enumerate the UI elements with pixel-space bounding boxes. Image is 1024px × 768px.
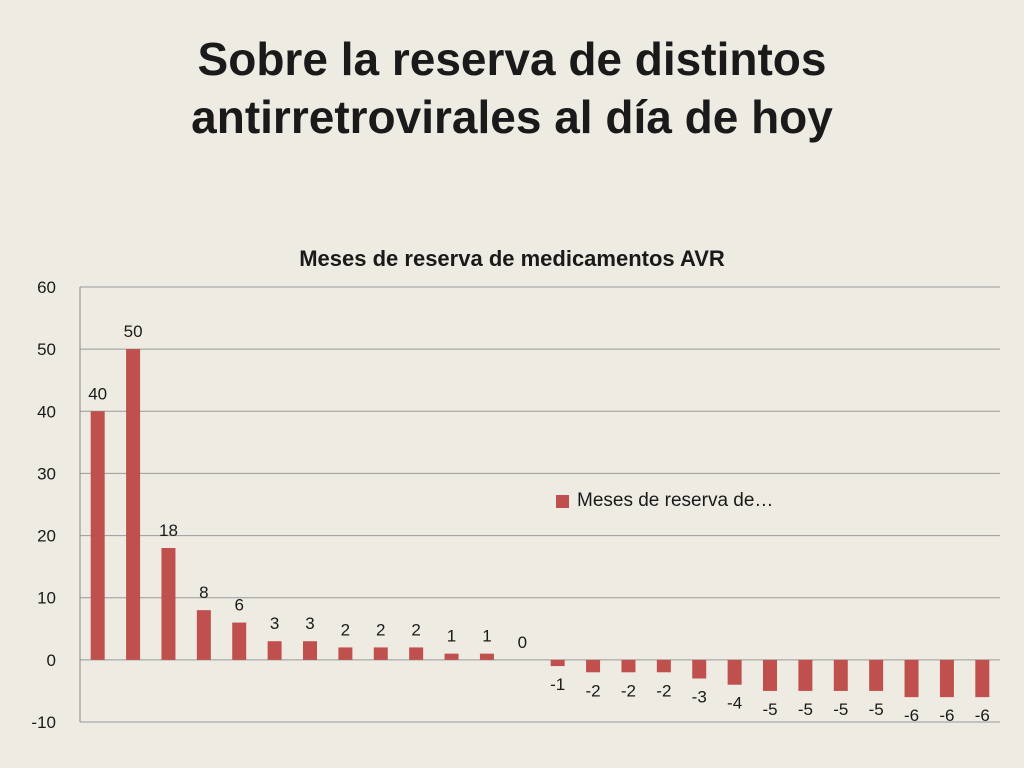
data-label: -6 xyxy=(975,706,990,725)
bar xyxy=(939,659,954,698)
data-label: -5 xyxy=(833,700,848,719)
bar xyxy=(338,647,353,660)
data-label: 18 xyxy=(159,521,178,540)
data-label: -6 xyxy=(939,706,954,725)
bar xyxy=(586,659,601,673)
data-label: 2 xyxy=(341,620,350,639)
bar xyxy=(126,349,141,660)
data-label: 3 xyxy=(270,614,279,633)
bar xyxy=(161,548,176,660)
data-label: 2 xyxy=(376,620,385,639)
y-tick-label: 60 xyxy=(37,278,56,297)
legend-label: Meses de reserva de… xyxy=(577,490,774,511)
bar xyxy=(833,659,848,691)
bar xyxy=(798,659,813,691)
y-tick-label: 30 xyxy=(37,464,56,483)
slide-title: Sobre la reserva de distintos antirretro… xyxy=(0,30,1024,146)
bar xyxy=(621,659,636,673)
data-label: 8 xyxy=(199,583,208,602)
data-label: -4 xyxy=(727,694,742,713)
bar xyxy=(904,659,919,698)
data-label: -1 xyxy=(550,675,565,694)
data-label: -5 xyxy=(869,700,884,719)
data-label: -5 xyxy=(762,700,777,719)
y-tick-label: 10 xyxy=(37,589,56,608)
legend-swatch xyxy=(556,494,569,508)
data-label: 1 xyxy=(447,627,456,646)
y-tick-label: 0 xyxy=(47,651,56,670)
data-label: 6 xyxy=(234,596,243,615)
bar xyxy=(727,659,742,685)
data-label: 40 xyxy=(88,384,107,403)
bar xyxy=(409,647,424,660)
bar xyxy=(267,641,282,660)
slide-title-line-1: Sobre la reserva de distintos xyxy=(197,33,827,85)
bar xyxy=(373,647,388,660)
data-label: 1 xyxy=(482,627,491,646)
data-label: -2 xyxy=(586,681,601,700)
y-tick-label: -10 xyxy=(31,713,56,732)
data-label: -5 xyxy=(798,700,813,719)
data-label: 3 xyxy=(305,614,314,633)
bar xyxy=(656,659,671,673)
legend: Meses de reserva de… xyxy=(556,490,773,512)
bar xyxy=(550,659,565,667)
bar xyxy=(763,659,777,691)
bar xyxy=(692,659,707,679)
bar xyxy=(444,653,459,660)
data-label: -2 xyxy=(621,681,636,700)
bar xyxy=(869,659,884,691)
data-label: -3 xyxy=(692,688,707,707)
bar xyxy=(479,653,494,660)
y-tick-label: 20 xyxy=(37,527,56,546)
bar xyxy=(196,610,211,660)
data-label: 2 xyxy=(411,620,420,639)
slide-title-line-2: antirretrovirales al día de hoy xyxy=(191,91,833,143)
y-tick-label: 40 xyxy=(37,402,56,421)
bar xyxy=(975,659,990,698)
data-label: 0 xyxy=(518,633,527,652)
y-tick-label: 50 xyxy=(37,340,56,359)
data-label: -6 xyxy=(904,706,919,725)
data-label: 50 xyxy=(124,322,143,341)
data-label: -2 xyxy=(656,681,671,700)
bar xyxy=(303,641,317,660)
bar xyxy=(232,622,247,660)
bar xyxy=(90,411,105,660)
chart-title: Meses de reserva de medicamentos AVR xyxy=(299,246,725,271)
